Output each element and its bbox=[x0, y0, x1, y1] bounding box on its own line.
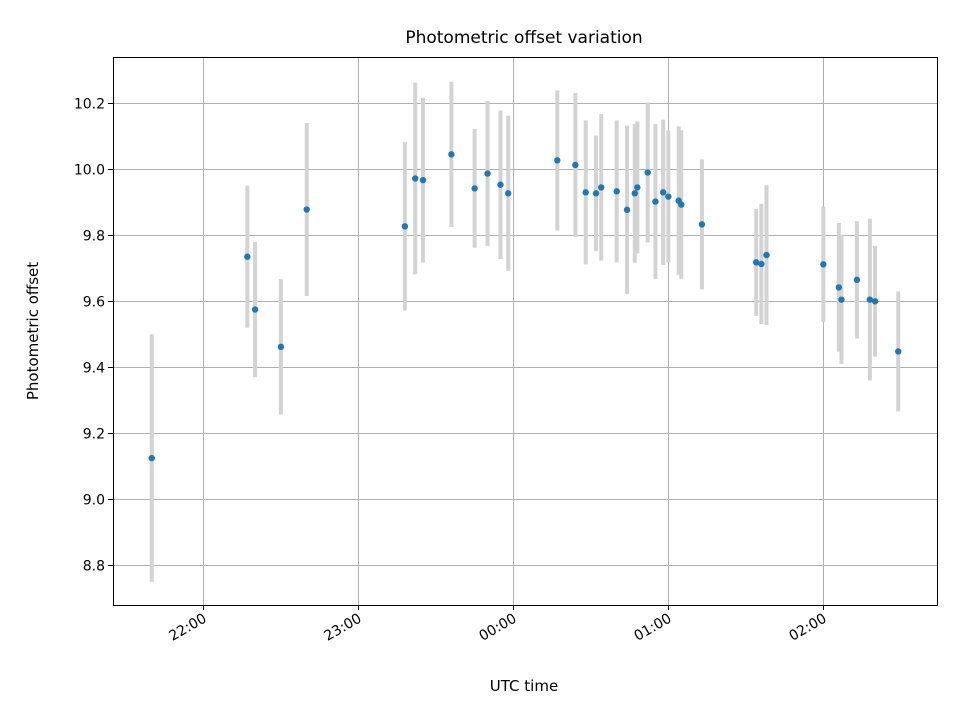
data-point bbox=[838, 296, 845, 303]
data-point bbox=[613, 188, 620, 195]
chart-title: Photometric offset variation bbox=[405, 28, 642, 48]
x-tick-label: 23:00 bbox=[322, 611, 365, 645]
data-point bbox=[659, 189, 667, 196]
data-point bbox=[251, 306, 259, 313]
y-axis-label: Photometric offset bbox=[24, 262, 42, 400]
data-point bbox=[471, 185, 478, 192]
data-point bbox=[598, 184, 605, 191]
data-point bbox=[644, 169, 651, 176]
data-point bbox=[623, 206, 631, 214]
data-point bbox=[835, 284, 843, 291]
y-tick-label: 9.2 bbox=[83, 427, 105, 443]
plot-frame bbox=[113, 57, 938, 606]
data-point bbox=[871, 298, 879, 305]
data-point bbox=[582, 189, 589, 196]
data-point bbox=[652, 198, 659, 205]
y-tick-label: 10.2 bbox=[74, 97, 105, 113]
data-point bbox=[448, 151, 455, 158]
data-point bbox=[505, 190, 512, 197]
error-bars bbox=[149, 81, 901, 582]
y-tick-label: 9.6 bbox=[83, 295, 105, 311]
data-point bbox=[895, 348, 902, 355]
data-point bbox=[820, 261, 827, 268]
data-point bbox=[303, 206, 310, 213]
data-point bbox=[631, 190, 638, 197]
data-point bbox=[497, 181, 504, 188]
x-tick-label: 01:00 bbox=[632, 611, 675, 645]
data-point bbox=[853, 276, 861, 284]
data-point bbox=[484, 170, 491, 177]
y-tick-label: 9.8 bbox=[83, 229, 105, 245]
x-axis-label: UTC time bbox=[490, 677, 558, 695]
data-point bbox=[554, 157, 561, 164]
data-point bbox=[419, 176, 427, 184]
y-tick-label: 9.0 bbox=[83, 493, 105, 509]
x-tick-label: 00:00 bbox=[477, 611, 520, 645]
data-point bbox=[244, 253, 251, 260]
data-point bbox=[401, 223, 409, 230]
y-tick-label: 10.0 bbox=[74, 163, 105, 179]
data-point bbox=[758, 260, 765, 268]
x-tick-label: 02:00 bbox=[787, 611, 830, 645]
data-point bbox=[678, 201, 685, 208]
data-points bbox=[148, 151, 902, 462]
data-point bbox=[752, 259, 760, 266]
data-point bbox=[634, 184, 641, 191]
y-tick-label: 9.4 bbox=[83, 361, 105, 377]
data-point bbox=[277, 343, 285, 351]
data-point bbox=[412, 175, 419, 182]
data-point bbox=[572, 161, 579, 169]
data-point bbox=[698, 221, 706, 228]
grid bbox=[113, 57, 937, 605]
data-point bbox=[763, 251, 770, 259]
y-tick-label: 8.8 bbox=[83, 559, 105, 575]
x-tick-label: 22:00 bbox=[167, 611, 210, 645]
data-point bbox=[866, 296, 874, 303]
data-point bbox=[592, 190, 600, 197]
data-point bbox=[665, 193, 672, 200]
data-point bbox=[148, 454, 155, 462]
